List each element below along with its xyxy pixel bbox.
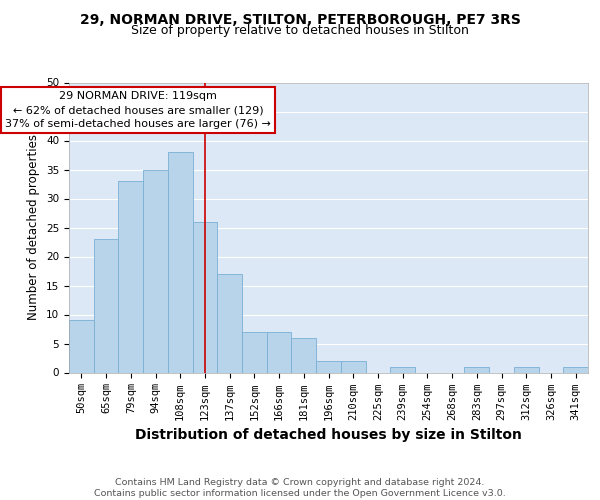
Bar — [267, 332, 292, 372]
Bar — [143, 170, 168, 372]
Bar — [118, 181, 143, 372]
Text: 29 NORMAN DRIVE: 119sqm
← 62% of detached houses are smaller (129)
37% of semi-d: 29 NORMAN DRIVE: 119sqm ← 62% of detache… — [5, 91, 271, 129]
Text: Size of property relative to detached houses in Stilton: Size of property relative to detached ho… — [131, 24, 469, 37]
Bar — [242, 332, 267, 372]
Bar — [217, 274, 242, 372]
Bar — [193, 222, 217, 372]
Bar — [563, 366, 588, 372]
Bar — [316, 361, 341, 372]
Bar — [69, 320, 94, 372]
Bar — [464, 366, 489, 372]
Bar — [514, 366, 539, 372]
Y-axis label: Number of detached properties: Number of detached properties — [28, 134, 40, 320]
Bar — [168, 152, 193, 372]
Bar — [390, 366, 415, 372]
Bar — [94, 239, 118, 372]
Text: Contains HM Land Registry data © Crown copyright and database right 2024.
Contai: Contains HM Land Registry data © Crown c… — [94, 478, 506, 498]
Text: 29, NORMAN DRIVE, STILTON, PETERBOROUGH, PE7 3RS: 29, NORMAN DRIVE, STILTON, PETERBOROUGH,… — [80, 12, 520, 26]
Bar — [292, 338, 316, 372]
X-axis label: Distribution of detached houses by size in Stilton: Distribution of detached houses by size … — [135, 428, 522, 442]
Bar — [341, 361, 365, 372]
